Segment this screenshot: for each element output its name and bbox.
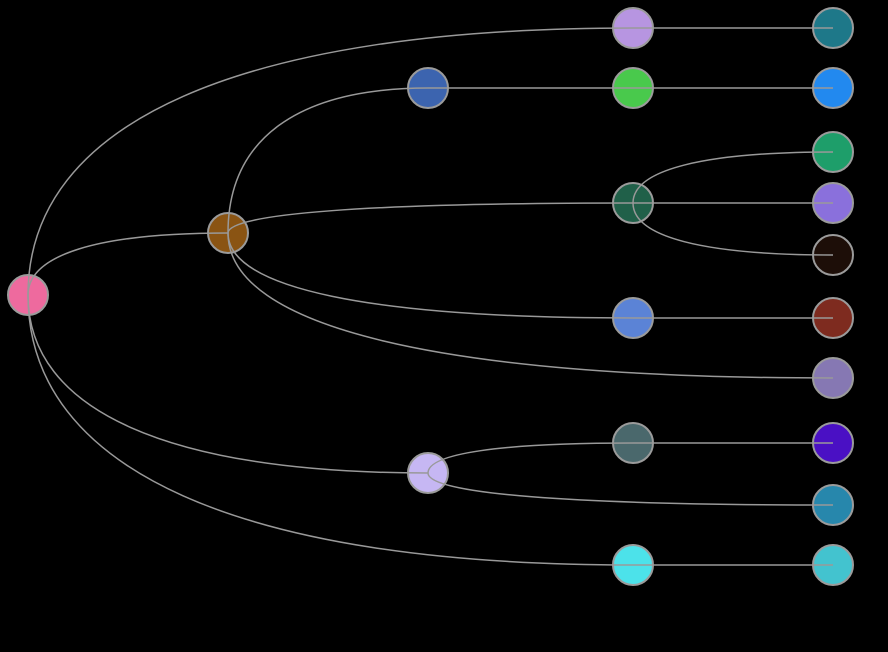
tree-edge-root-pink--branch-brown [27,232,229,296]
tree-edge-branch-lavender--leaf-steel-teal [427,472,834,506]
tree-edge-branch-brown--leaf-muted-purple [227,232,834,379]
tree-edge-mid-dark-green--leaf-sea-green [632,151,834,204]
tree-edge-root-pink--mid-bright-cyan [27,294,634,566]
tree-edge-branch-brown--mid-cornflower [227,232,634,319]
tree-edge-branch-brown--mid-dark-green [227,202,634,234]
tree-edge-branch-brown--branch-royal-blue [227,87,429,234]
tree-edge-root-pink--mid-purple-top [27,27,634,296]
tree-edge-mid-dark-green--leaf-near-black [632,202,834,256]
tree-edge-branch-lavender--mid-dark-slate [427,442,634,474]
tree-edge-root-pink--branch-lavender [27,294,429,474]
